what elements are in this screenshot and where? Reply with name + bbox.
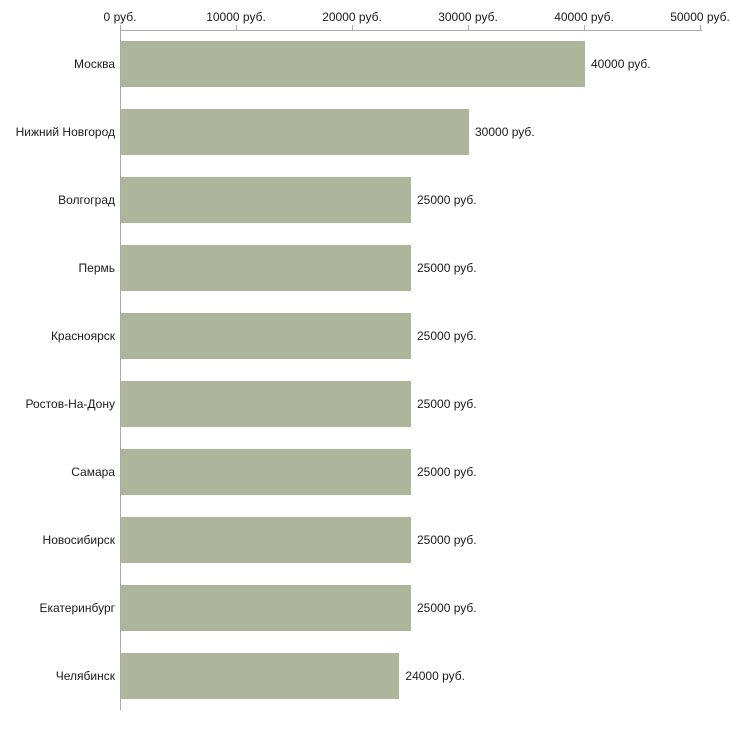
bar <box>121 585 411 631</box>
category-label: Новосибирск <box>42 533 115 547</box>
value-label: 25000 руб. <box>417 329 477 343</box>
bar-row: Красноярск 25000 руб. <box>0 302 730 370</box>
value-label: 25000 руб. <box>417 465 477 479</box>
x-tick-label: 10000 руб. <box>206 10 266 24</box>
bar-row: Москва 40000 руб. <box>0 30 730 98</box>
value-label: 25000 руб. <box>417 533 477 547</box>
x-tick-label: 50000 руб. <box>670 10 730 24</box>
x-tick-label: 30000 руб. <box>438 10 498 24</box>
category-label: Екатеринбург <box>39 601 116 615</box>
value-label: 24000 руб. <box>405 669 465 683</box>
category-label: Пермь <box>78 261 115 275</box>
bar-row: Новосибирск 25000 руб. <box>0 506 730 574</box>
x-axis-line <box>120 30 702 31</box>
category-label: Волгоград <box>58 193 115 207</box>
x-tick-mark <box>700 25 701 30</box>
category-label: Нижний Новгород <box>15 125 115 139</box>
bar-row: Ростов-На-Дону 25000 руб. <box>0 370 730 438</box>
value-label: 25000 руб. <box>417 397 477 411</box>
bar <box>121 517 411 563</box>
bar <box>121 245 411 291</box>
x-tick-mark <box>584 25 585 30</box>
x-tick-label: 20000 руб. <box>322 10 382 24</box>
bar-row: Волгоград 25000 руб. <box>0 166 730 234</box>
x-tick-label: 40000 руб. <box>554 10 614 24</box>
value-label: 25000 руб. <box>417 193 477 207</box>
x-tick-mark <box>120 25 121 30</box>
value-label: 25000 руб. <box>417 261 477 275</box>
x-tick-mark <box>468 25 469 30</box>
bar-row: Челябинск 24000 руб. <box>0 642 730 710</box>
bar-row: Самара 25000 руб. <box>0 438 730 506</box>
bar-row: Пермь 25000 руб. <box>0 234 730 302</box>
bar <box>121 653 400 699</box>
category-label: Челябинск <box>55 669 115 683</box>
bar-row: Екатеринбург 25000 руб. <box>0 574 730 642</box>
x-tick-label: 0 руб. <box>103 10 137 24</box>
value-label: 40000 руб. <box>591 57 651 71</box>
value-label: 30000 руб. <box>475 125 535 139</box>
bar <box>121 109 469 155</box>
x-tick-mark <box>236 25 237 30</box>
bar <box>121 381 411 427</box>
value-label: 25000 руб. <box>417 601 477 615</box>
bar <box>121 313 411 359</box>
category-label: Красноярск <box>50 329 115 343</box>
bar <box>121 449 411 495</box>
category-label: Ростов-На-Дону <box>25 397 115 411</box>
category-label: Москва <box>74 57 115 71</box>
x-tick-mark <box>352 25 353 30</box>
bar-row: Нижний Новгород 30000 руб. <box>0 98 730 166</box>
bar <box>121 177 411 223</box>
y-axis-line <box>120 30 121 710</box>
bar <box>121 41 585 87</box>
category-label: Самара <box>71 465 115 479</box>
